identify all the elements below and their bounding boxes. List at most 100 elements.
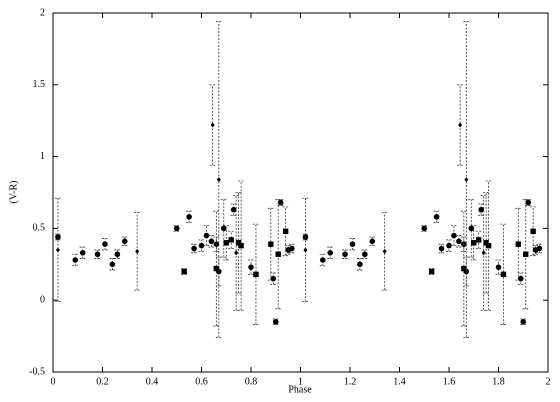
- point: [471, 240, 477, 246]
- error-bar: [455, 235, 462, 248]
- point: [483, 240, 489, 246]
- x-tick-label: 0.2: [96, 376, 109, 387]
- point: [121, 238, 128, 245]
- point: [191, 245, 197, 252]
- point: [495, 264, 502, 270]
- point: [203, 232, 210, 239]
- point: [282, 228, 289, 234]
- error-bar: [530, 206, 537, 257]
- x-tick-label: 0.4: [146, 376, 159, 387]
- error-bar: [54, 197, 61, 303]
- x-tick-label: 1.6: [443, 376, 456, 387]
- point: [451, 232, 457, 239]
- point: [464, 177, 469, 183]
- y-tick-label: 2: [40, 7, 45, 18]
- x-tick-label: 0: [51, 376, 56, 387]
- point: [248, 264, 254, 270]
- point: [536, 245, 543, 252]
- error-bar: [349, 238, 356, 251]
- point: [421, 225, 428, 232]
- x-tick-label: 2: [546, 376, 551, 387]
- point: [357, 261, 363, 268]
- point: [456, 238, 462, 245]
- point: [446, 242, 452, 249]
- point: [468, 225, 475, 232]
- error-bar: [446, 239, 452, 252]
- y-tick-label: 1.5: [33, 79, 46, 90]
- x-tick-label: 1.2: [344, 376, 357, 387]
- point: [55, 247, 60, 253]
- point: [362, 251, 368, 258]
- point: [458, 122, 463, 128]
- x-tick-label: 0.6: [195, 376, 208, 387]
- point: [525, 199, 531, 206]
- point: [530, 228, 536, 234]
- point: [478, 206, 484, 213]
- error-bar: [450, 225, 457, 247]
- error-bar: [433, 210, 440, 224]
- point: [349, 241, 356, 247]
- error-bar: [275, 199, 282, 310]
- point: [253, 271, 259, 278]
- error-bar: [478, 203, 485, 216]
- point: [79, 250, 86, 256]
- point: [173, 225, 180, 232]
- x-tick-label: 1: [298, 376, 303, 387]
- point: [277, 199, 284, 206]
- point: [270, 275, 277, 282]
- point: [500, 271, 507, 278]
- x-tick-label: 1.8: [492, 376, 505, 387]
- y-tick-label: 0.5: [33, 223, 46, 234]
- point: [303, 247, 308, 253]
- point: [135, 248, 140, 254]
- point: [72, 257, 79, 263]
- point: [382, 248, 387, 254]
- plot-frame: [52, 12, 549, 373]
- error-bar: [186, 210, 193, 224]
- point: [369, 238, 376, 245]
- point: [208, 238, 215, 245]
- point: [238, 242, 244, 249]
- error-bar: [79, 246, 86, 259]
- x-axis-label: Phase: [288, 384, 312, 395]
- error-bar: [282, 206, 289, 257]
- point: [268, 241, 274, 247]
- error-bar: [230, 203, 237, 216]
- y-axis-label: (V-R): [8, 181, 19, 204]
- y-tick-label: 1: [40, 151, 45, 162]
- x-tick-label: 1.4: [393, 376, 406, 387]
- point: [523, 251, 529, 257]
- point: [433, 214, 440, 220]
- point: [275, 251, 281, 257]
- error-bar: [517, 272, 524, 285]
- error-bar: [327, 246, 334, 259]
- point: [234, 250, 239, 256]
- error-bar: [470, 225, 477, 261]
- point: [223, 240, 229, 246]
- point: [216, 177, 221, 183]
- point: [476, 237, 482, 243]
- point: [272, 318, 279, 325]
- error-bar: [203, 225, 210, 247]
- point: [461, 265, 467, 272]
- point: [342, 251, 348, 258]
- error-bar: [522, 199, 529, 310]
- point: [517, 275, 524, 282]
- point: [102, 241, 108, 247]
- error-bar: [72, 253, 79, 267]
- y-tick-label: 0: [40, 294, 45, 305]
- point: [485, 242, 492, 249]
- x-tick-label: 0.8: [245, 376, 258, 387]
- error-bar: [302, 197, 309, 303]
- error-bar: [198, 239, 205, 252]
- error-bar: [223, 225, 230, 261]
- error-bar: [270, 272, 277, 285]
- y-tick-label: -0.5: [29, 366, 45, 377]
- point: [428, 268, 435, 275]
- point: [210, 122, 215, 128]
- point: [438, 245, 445, 252]
- error-bar: [208, 235, 215, 248]
- point: [213, 265, 220, 272]
- point: [520, 318, 527, 325]
